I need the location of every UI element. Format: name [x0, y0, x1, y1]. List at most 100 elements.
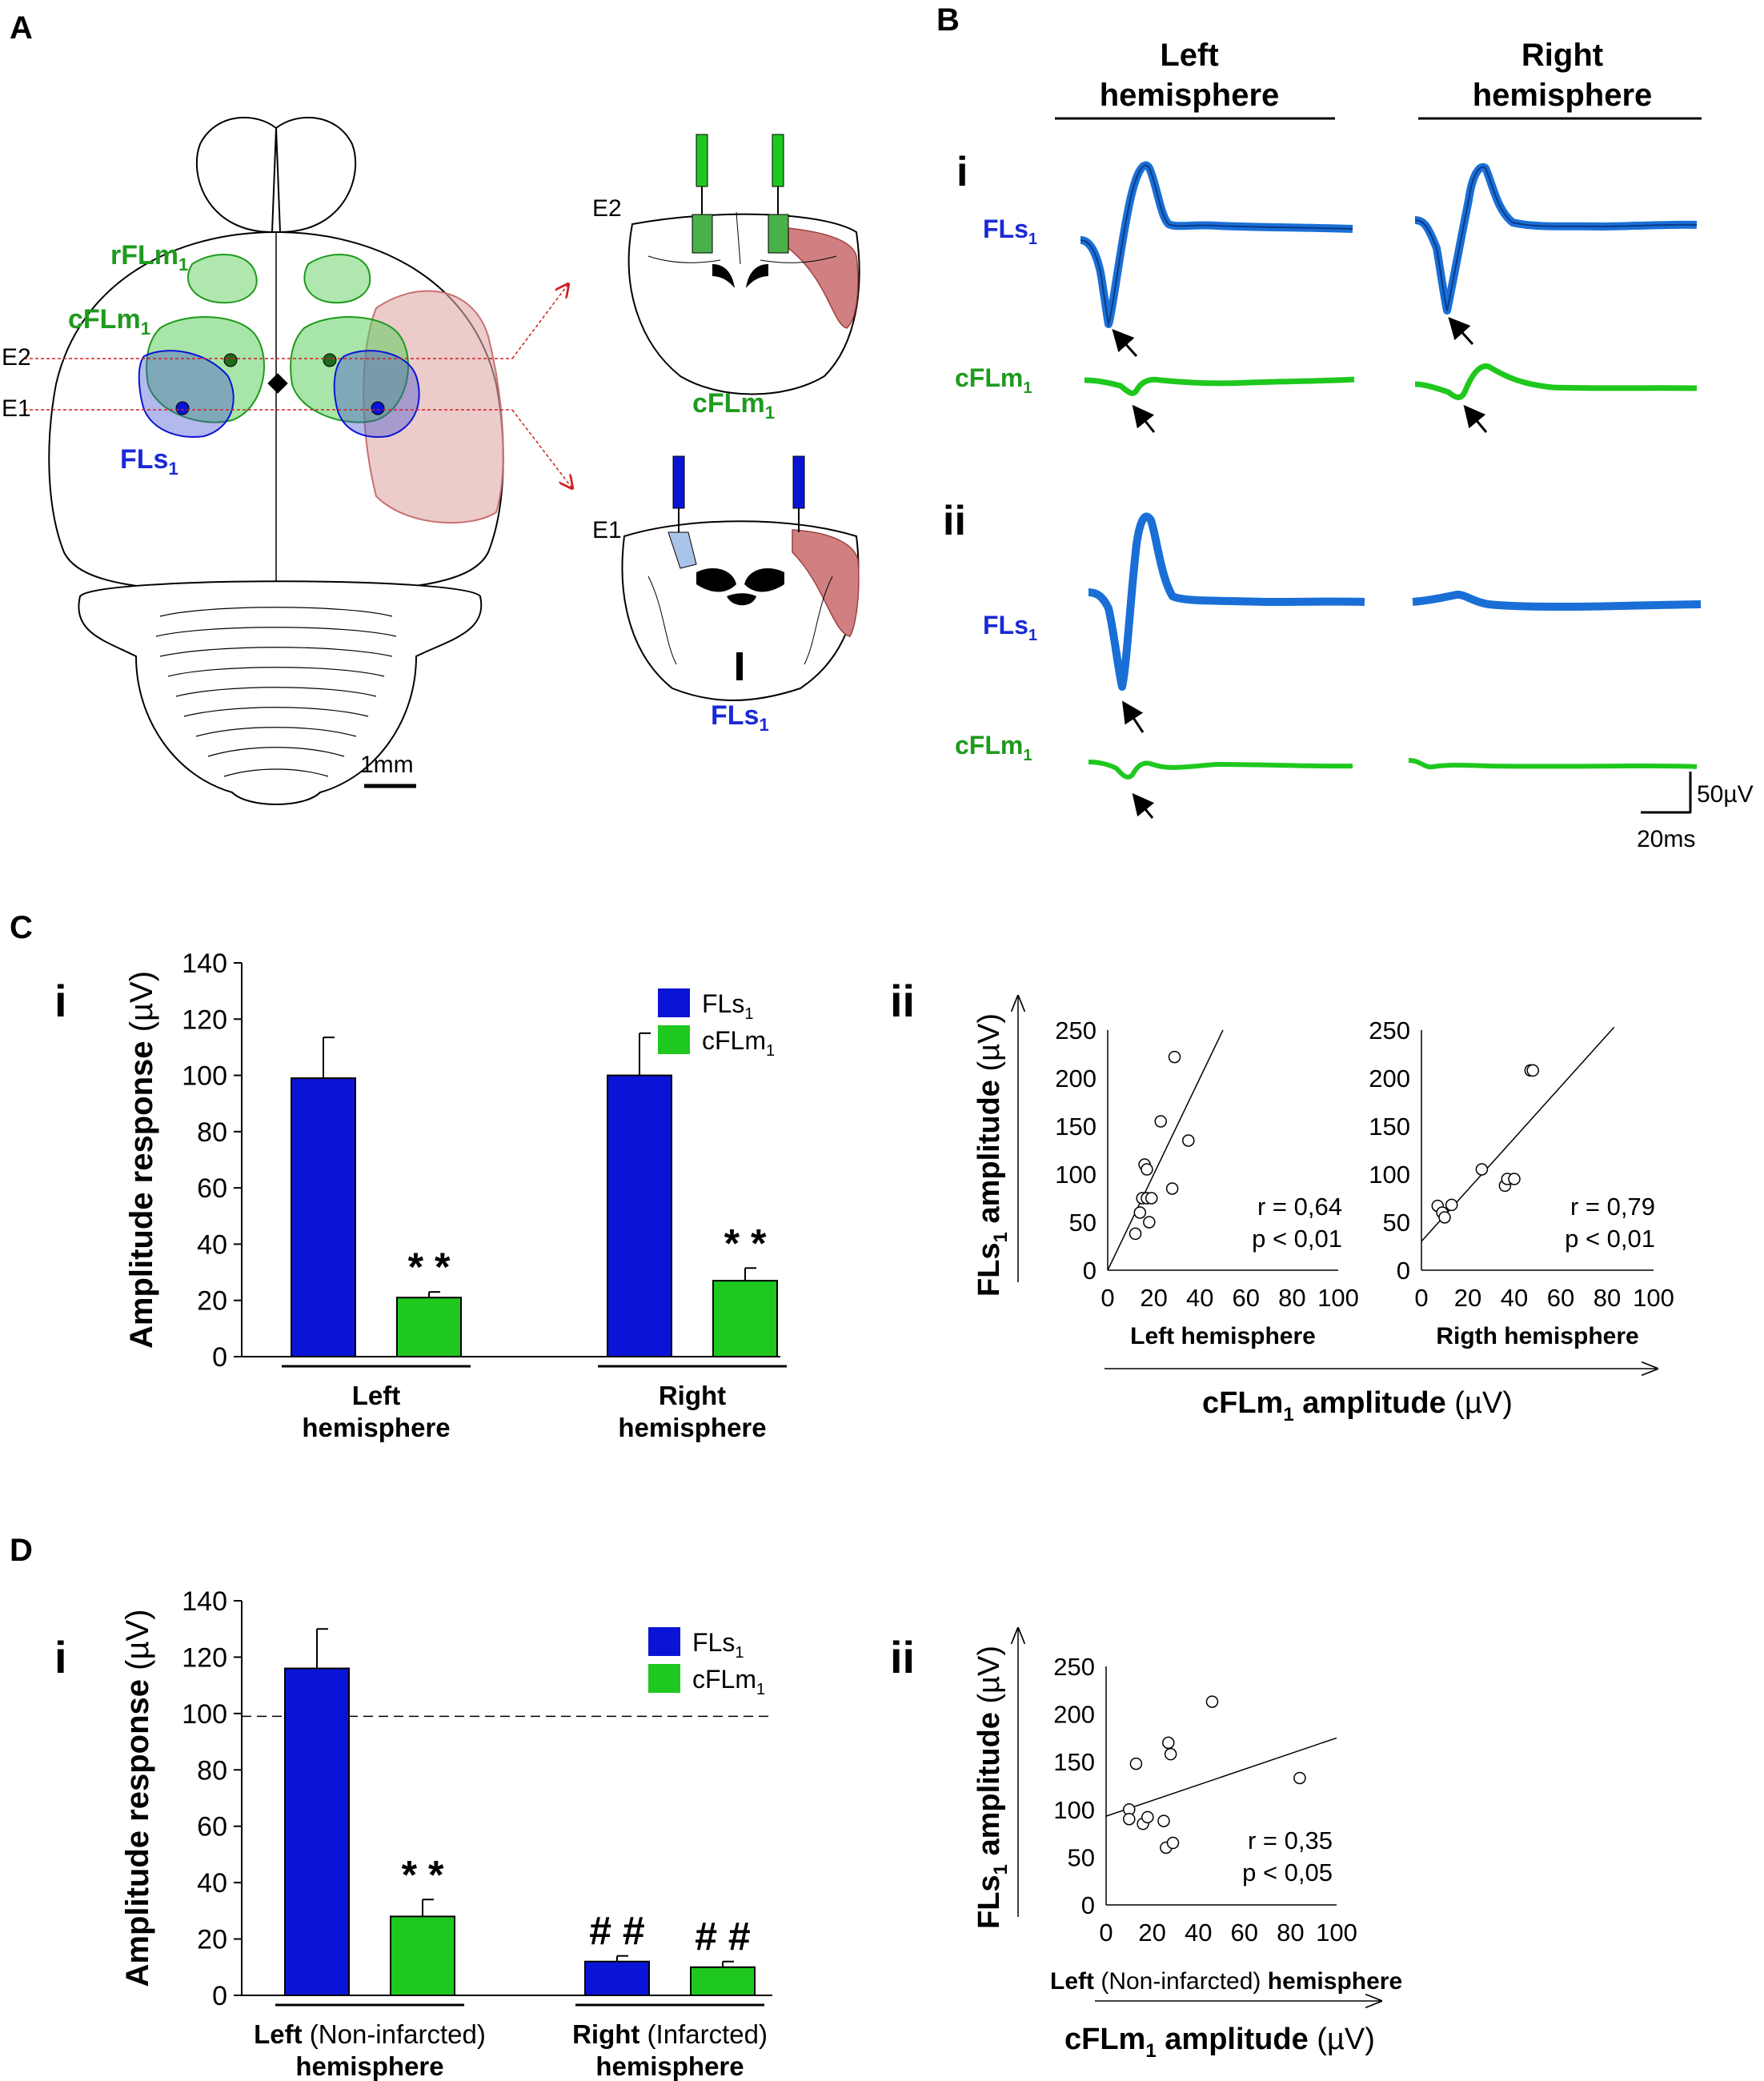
scatter-chart-d-ii: 0 50 100 150 200 250 0 20 40 60 80 100 r = 0,35 p < 0…: [1053, 1653, 1357, 1947]
y-tick-label: 60: [197, 1173, 227, 1204]
scale-time-label: 20ms: [1637, 826, 1695, 852]
fls-label: FLs1: [120, 444, 178, 479]
fls-right-area: [333, 350, 420, 438]
data-point: [1141, 1810, 1154, 1824]
trace-ii-left-cflm: [1088, 760, 1353, 780]
cflm-left-electrode: [223, 353, 238, 367]
y-tick-label: 140: [182, 1586, 227, 1617]
trace-i-right-cflm: [1414, 363, 1698, 400]
x-tick-label: 0: [1414, 1284, 1428, 1312]
bar-fls: [291, 1077, 356, 1357]
data-point: [1168, 1050, 1181, 1064]
y-tick-label: 80: [197, 1755, 227, 1786]
significance-mark: * *: [402, 1852, 444, 1897]
bar-cflm: [396, 1297, 462, 1357]
panel-b: B Left hemisphere Right hemisphere i ii …: [936, 2, 1754, 852]
x-axis-label: Left hemisphere: [1130, 1323, 1316, 1349]
row-i-label: i: [956, 149, 968, 195]
group-label: hemisphere: [302, 1413, 450, 1442]
correlation-r: r = 0,79: [1570, 1193, 1655, 1221]
y-tick-label: 120: [182, 1004, 227, 1035]
x-tick-label: 40: [1501, 1284, 1528, 1312]
y-tick-label: 50: [1069, 1209, 1096, 1237]
panel-d: D i ii 0 20 40 60 80 100 120 140 Amplitude respo…: [10, 1533, 1402, 2081]
y-tick-label: 0: [212, 1342, 227, 1373]
c-ii-y-axis-title: FLs1 amplitude (µV): [972, 1013, 1012, 1297]
panel-a-letter: A: [10, 10, 33, 46]
x-tick-label: 80: [1594, 1284, 1621, 1312]
c-ii-x-axis-title: cFLm1 amplitude (µV): [1202, 1386, 1513, 1425]
y-tick-label: 50: [1383, 1209, 1410, 1237]
legend-label: cFLm1: [702, 1026, 775, 1060]
e1-label: E1: [2, 395, 31, 422]
bregma-marker: [267, 373, 288, 394]
x-tick-label: 40: [1185, 1919, 1212, 1947]
y-tick-label: 140: [182, 948, 227, 979]
y-tick-label: 0: [212, 1981, 227, 2011]
data-point: [1162, 1736, 1175, 1750]
trace-i-right-fls: [1414, 162, 1698, 315]
correlation-p: p < 0,01: [1252, 1225, 1342, 1253]
y-tick-label: 250: [1055, 1016, 1096, 1045]
data-point: [1526, 1064, 1539, 1077]
y-tick-label: 100: [1055, 1161, 1096, 1189]
data-point: [1164, 1747, 1177, 1761]
bar-fls: [284, 1667, 350, 1997]
cflm-left-area: [146, 316, 265, 423]
x-tick-label: 100: [1316, 1919, 1357, 1947]
y-tick-label: 100: [1053, 1796, 1095, 1824]
row-i-fls-label: FLs1: [983, 215, 1037, 248]
cflm-right-area: [290, 316, 409, 423]
regression-line: [1107, 1029, 1224, 1271]
data-point: [1141, 1163, 1153, 1176]
y-tick-label: 150: [1053, 1748, 1095, 1776]
data-point: [1145, 1192, 1158, 1205]
x-axis-label: Rigth hemisphere: [1436, 1323, 1638, 1349]
data-point: [1129, 1757, 1143, 1770]
legend-swatch: [648, 1627, 680, 1656]
scale-voltage-label: 50µV: [1697, 781, 1754, 808]
panel-c-letter: C: [10, 910, 33, 945]
arrow-i-right-cflm: [1463, 404, 1488, 433]
y-tick-label: 60: [197, 1812, 227, 1842]
correlation-r: r = 0,35: [1248, 1826, 1333, 1854]
panel-d-i-label: i: [54, 1632, 67, 1682]
x-tick-label: 80: [1278, 1284, 1305, 1312]
data-point: [1166, 1836, 1180, 1850]
data-point: [1154, 1115, 1167, 1128]
bar-fls: [584, 1960, 650, 1997]
trace-i-left-cflm: [1084, 376, 1355, 396]
data-point: [1205, 1695, 1219, 1708]
group-label: Left (Non-infarcted): [254, 2019, 486, 2049]
x-tick-label: 20: [1138, 1919, 1165, 1947]
section-e1-label: E1: [592, 517, 622, 543]
group-label: hemisphere: [595, 2051, 744, 2081]
fls-left-electrode: [175, 401, 190, 415]
fls-right-electrode: [371, 401, 385, 415]
x-tick-label: 80: [1277, 1919, 1304, 1947]
panel-c: C i ii 0 20 40 60 80 100 120 140 Amplitude respo…: [10, 910, 1674, 1442]
y-tick-label: 20: [197, 1925, 227, 1955]
significance-mark: # #: [589, 1909, 645, 1954]
x-tick-label: 100: [1317, 1284, 1359, 1312]
correlation-p: p < 0,01: [1565, 1225, 1655, 1253]
y-tick-label: 80: [197, 1117, 227, 1148]
data-point: [1129, 1227, 1142, 1241]
data-point: [1438, 1211, 1451, 1224]
arrow-i-left-cflm: [1132, 404, 1156, 433]
cerebellum-folia: [155, 607, 397, 777]
x-tick-label: 40: [1186, 1284, 1213, 1312]
d-ii-x-axis-title: cFLm1 amplitude (µV): [1064, 2023, 1375, 2062]
data-point: [1182, 1134, 1195, 1147]
y-tick-label: 0: [1083, 1257, 1096, 1285]
trace-i-right-fls-mean: [1414, 166, 1698, 311]
trace-ii-right-cflm: [1408, 758, 1698, 770]
y-tick-label: 0: [1397, 1257, 1410, 1285]
y-tick-label: 100: [1369, 1161, 1410, 1189]
scatter-chart-c-ii-right: 0 50 100 150 200 250 0 20 40 60 80 100 r = 0,79 p < 0…: [1369, 1016, 1674, 1349]
panel-b-letter: B: [936, 2, 960, 38]
arrow-i-right-fls: [1448, 316, 1474, 346]
e2-label: E2: [2, 344, 31, 371]
x-tick-label: 20: [1140, 1284, 1167, 1312]
